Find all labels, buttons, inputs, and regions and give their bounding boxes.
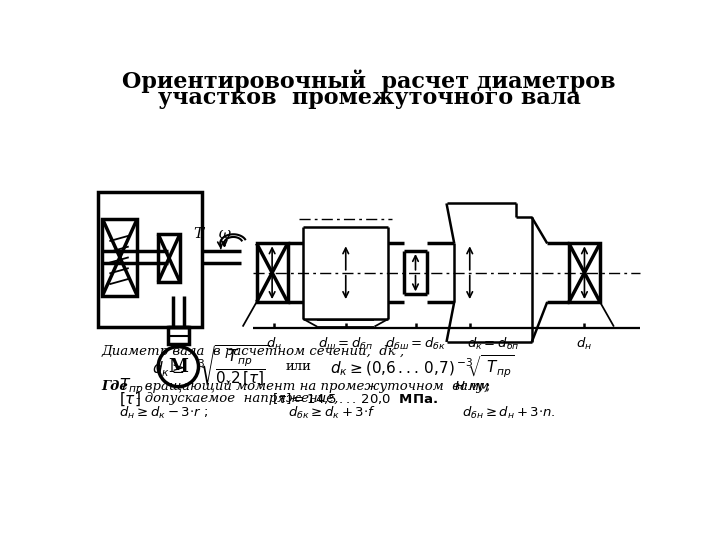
Text: T   ω: T ω xyxy=(194,227,231,241)
Bar xyxy=(256,244,287,302)
Text: $d_к \geq (0{,}6\,...\,0{,}7)\,^{-3}\!\!\sqrt{\ T_{пр}}$: $d_к \geq (0{,}6\,...\,0{,}7)\,^{-3}\!\!… xyxy=(330,354,515,380)
Text: $d_н \geq d_к - 3{\cdot}r\ ;$: $d_н \geq d_к - 3{\cdot}r\ ;$ xyxy=(120,405,208,421)
Text: $[\tau]$: $[\tau]$ xyxy=(120,390,141,408)
Text: или: или xyxy=(285,360,311,373)
Text: $d_к = d_{бп}$: $d_к = d_{бп}$ xyxy=(467,336,519,352)
Text: - вращающий момент на промежуточном  валу,: - вращающий момент на промежуточном валу… xyxy=(137,380,489,393)
Text: $d_н$: $d_н$ xyxy=(577,336,593,352)
Text: $T_{пр}$: $T_{пр}$ xyxy=(120,376,144,397)
Text: M: M xyxy=(168,357,189,376)
Text: $H{\cdot}мм$: $H{\cdot}мм$ xyxy=(454,380,490,393)
Text: Где: Где xyxy=(102,380,128,393)
Text: участков  промежуточного вала: участков промежуточного вала xyxy=(158,87,580,109)
Bar xyxy=(168,327,189,343)
Bar xyxy=(158,234,180,282)
Text: Ориентировочный  расчет диаметров: Ориентировочный расчет диаметров xyxy=(122,70,616,93)
Text: $[\tau] = 14{,}5 \,...\, 20{,}0\ \ \mathbf{МПа.}$: $[\tau] = 14{,}5 \,...\, 20{,}0\ \ \math… xyxy=(272,392,438,407)
Text: $d_{бш} = d_{бк}$: $d_{бш} = d_{бк}$ xyxy=(385,336,446,352)
Text: $d_{бн} \geq d_н + 3{\cdot}n.$: $d_{бн} \geq d_н + 3{\cdot}n.$ xyxy=(462,405,556,421)
Text: - допускаемое  напряжение,: - допускаемое напряжение, xyxy=(137,393,339,406)
Text: $d_к \geq\ \ ^3\!\!\sqrt{\dfrac{T_{пр}}{0{,}2\,[\tau]}}$: $d_к \geq\ \ ^3\!\!\sqrt{\dfrac{T_{пр}}{… xyxy=(152,344,269,389)
Text: ;: ; xyxy=(485,380,490,393)
Text: $d_{бк} \geq d_к + 3{\cdot}f$: $d_{бк} \geq d_к + 3{\cdot}f$ xyxy=(287,405,376,421)
Text: $d_ш = d_{бп}$: $d_ш = d_{бп}$ xyxy=(318,336,374,352)
Text: $d_н$: $d_н$ xyxy=(266,336,282,352)
Bar xyxy=(98,192,202,327)
Bar xyxy=(102,219,138,296)
Bar xyxy=(569,244,600,302)
Text: Диаметр вала  в расчетном сечении,  dк ,: Диаметр вала в расчетном сечении, dк , xyxy=(102,345,405,357)
